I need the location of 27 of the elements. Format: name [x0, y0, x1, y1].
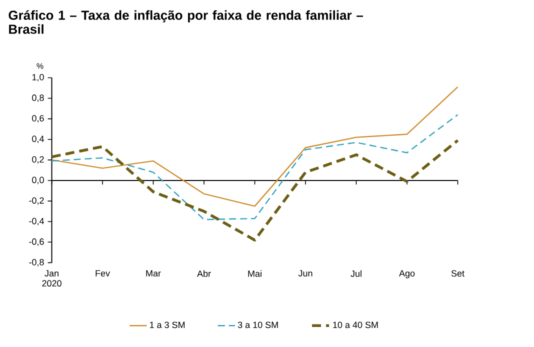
chart-title: Gráfico 1 – Taxa de inflação por faixa de renda familiar – Brasil [8, 10, 364, 34]
y-tick-label: -0,6 [29, 238, 44, 246]
x-tick-label: Set [451, 270, 464, 277]
x-tick-label: Mar [146, 270, 161, 277]
y-tick-label: 0,0 [32, 176, 44, 184]
line-series [50, 139, 460, 242]
line-series [51, 86, 458, 207]
legend-label: 3 a 10 SM [238, 322, 278, 328]
x-tick-label: Jan 2020 [42, 270, 62, 287]
x-tick-label: Jul [350, 270, 362, 277]
y-axis-title: % [36, 63, 44, 69]
y-tick-label: 1,0 [32, 74, 44, 82]
y-tick-label: 0,6 [32, 115, 44, 123]
x-tick-label: Abr [197, 270, 211, 277]
y-tick-label: -0,2 [29, 197, 44, 205]
x-tick-label: Ago [399, 270, 415, 278]
y-tick-label: 0,8 [32, 94, 44, 102]
y-tick-label: -0,4 [29, 218, 44, 226]
x-tick-label: Mai [248, 270, 262, 277]
legend-label: 10 a 40 SM [333, 322, 378, 328]
y-tick-label: -0,8 [29, 258, 44, 266]
y-tick-label: 0,4 [32, 136, 44, 144]
x-tick-label: Jun [298, 270, 312, 277]
y-tick-label: 0,2 [32, 156, 44, 164]
legend-label: 1 a 3 SM [150, 322, 185, 328]
x-tick-label: Fev [96, 270, 110, 277]
line-series [51, 114, 458, 220]
